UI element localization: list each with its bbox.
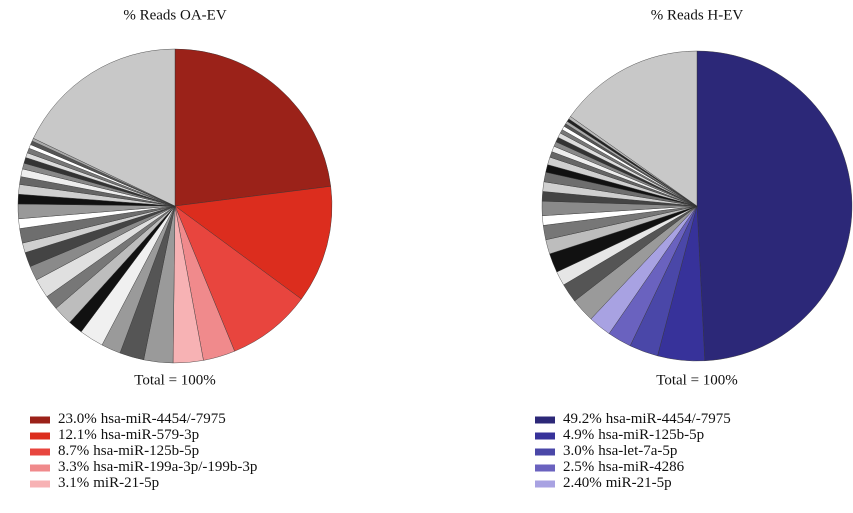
legend-entry: 4.9% hsa-miR-125b-5p: [563, 427, 704, 443]
legend-value: 4.9%: [563, 427, 594, 443]
pie-slice: [33, 48, 176, 207]
legend-label: hsa-let-7a-5p: [598, 443, 677, 459]
pie-slice: [174, 48, 331, 207]
legend-label: hsa-miR-125b-5p: [598, 427, 704, 443]
legend-label: hsa-miR-4286: [598, 459, 684, 475]
annotation: Total = 100%: [656, 372, 738, 388]
legend-entry: 2.5% hsa-miR-4286: [563, 459, 685, 475]
legend-swatch: [30, 432, 50, 440]
legend-value: 49.2%: [563, 411, 602, 427]
legend-value: 3.0%: [563, 443, 594, 459]
legend-swatch: [535, 480, 555, 488]
legend-entry: 3.0% hsa-let-7a-5p: [563, 443, 677, 459]
legend-entry: 3.3% hsa-miR-199a-3p/-199b-3p: [58, 459, 257, 475]
legend-value: 12.1%: [58, 427, 97, 443]
legend-value: 23.0%: [58, 411, 97, 427]
legend-entry: 3.1% miR-21-5p: [58, 475, 159, 491]
legend-label: hsa-miR-125b-5p: [93, 443, 199, 459]
pie-slice: [696, 50, 853, 362]
legend-label: hsa-miR-199a-3p/-199b-3p: [93, 459, 257, 475]
legend-swatch: [30, 464, 50, 472]
legend-swatch: [535, 448, 555, 456]
legend-label: miR-21-5p: [93, 475, 159, 491]
legend-entry: 8.7% hsa-miR-125b-5p: [58, 443, 199, 459]
legend-label: miR-21-5p: [606, 475, 672, 491]
pie-slice: [174, 205, 302, 352]
legend-entry: 49.2% hsa-miR-4454/-7975: [563, 411, 731, 427]
legend-swatch: [30, 416, 50, 424]
legend-value: 2.40%: [563, 475, 602, 491]
legend-label: hsa-miR-4454/-7975: [101, 411, 226, 427]
legend-label: hsa-miR-579-3p: [101, 427, 199, 443]
legend-value: 3.1%: [58, 475, 89, 491]
legend-swatch: [535, 416, 555, 424]
legend-entry: 23.0% hsa-miR-4454/-7975: [58, 411, 226, 427]
legend-swatch: [30, 448, 50, 456]
legend-swatch: [30, 480, 50, 488]
legend-entry: 12.1% hsa-miR-579-3p: [58, 427, 199, 443]
legend-value: 3.3%: [58, 459, 89, 475]
annotation: Total = 100%: [134, 372, 216, 388]
legend-swatch: [535, 464, 555, 472]
pie-slice: [570, 50, 698, 207]
pie-slice: [174, 186, 333, 300]
chart-title: % Reads OA-EV: [123, 7, 226, 23]
legend-entry: 2.40% miR-21-5p: [563, 475, 672, 491]
chart-title: % Reads H-EV: [651, 7, 744, 23]
legend-value: 8.7%: [58, 443, 89, 459]
legend-swatch: [535, 432, 555, 440]
legend-label: hsa-miR-4454/-7975: [606, 411, 731, 427]
legend-value: 2.5%: [563, 459, 594, 475]
